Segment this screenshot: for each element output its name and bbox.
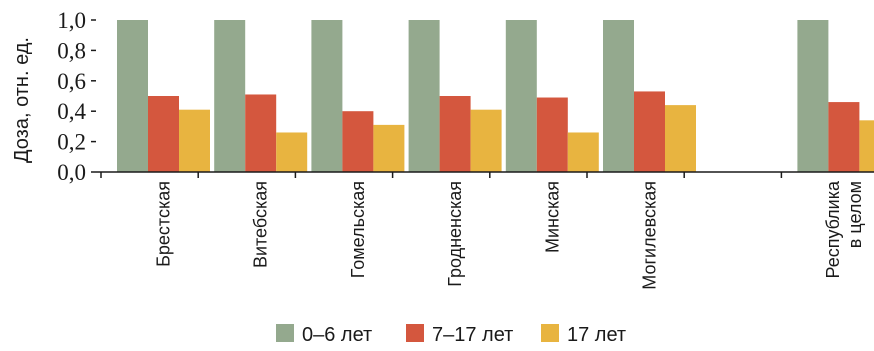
y-tick-label: 0,8 [57,38,86,63]
bar [148,96,179,172]
bar [117,20,148,172]
bar [214,20,246,172]
bar [797,20,829,172]
bar [439,96,471,172]
bar [536,97,568,172]
legend: 0–6 лет 7–17 лет 17 лет [276,324,626,346]
category-label: Могилевская [640,181,660,290]
legend-label: 7–17 лет [432,324,513,346]
y-tick-label: 1,0 [57,8,86,33]
y-tick-label: 0,6 [57,69,86,94]
category-labels: Брестская Витебская Гомельская Гродненская М… [154,180,865,290]
bar [567,132,599,172]
y-axis-ticks: 0,0 0,2 0,4 0,6 0,8 1,0 [57,8,96,185]
legend-label: 0–6 лет [302,324,372,346]
bar [470,109,502,172]
bar [505,20,537,172]
bar [245,94,277,172]
category-label: в целом [845,181,865,248]
x-axis-ticks [100,172,783,178]
bars [117,20,874,172]
bar [276,132,308,172]
category-label: Гродненская [445,181,465,287]
bar [828,102,860,172]
bar [179,109,210,172]
category-label: Витебская [251,181,271,268]
bar [408,20,440,172]
legend-swatch [541,324,559,342]
bar [603,20,634,172]
legend-swatch [406,324,424,342]
bar [311,20,343,172]
legend-swatch [276,324,294,342]
y-tick-label: 0,2 [57,130,86,155]
bar [342,111,374,172]
legend-label: 17 лет [567,324,626,346]
category-label: Минская [542,181,562,253]
bar [665,105,696,172]
bar [373,124,405,172]
category-label: Брестская [154,181,174,267]
bar [859,120,874,172]
y-tick-label: 0,4 [57,99,86,124]
category-label: Гомельская [348,181,368,278]
bar [634,91,665,172]
y-tick-label: 0,0 [57,160,86,185]
category-label: Республика [823,180,843,279]
y-axis-title: Доза, отн. ед. [11,37,33,163]
